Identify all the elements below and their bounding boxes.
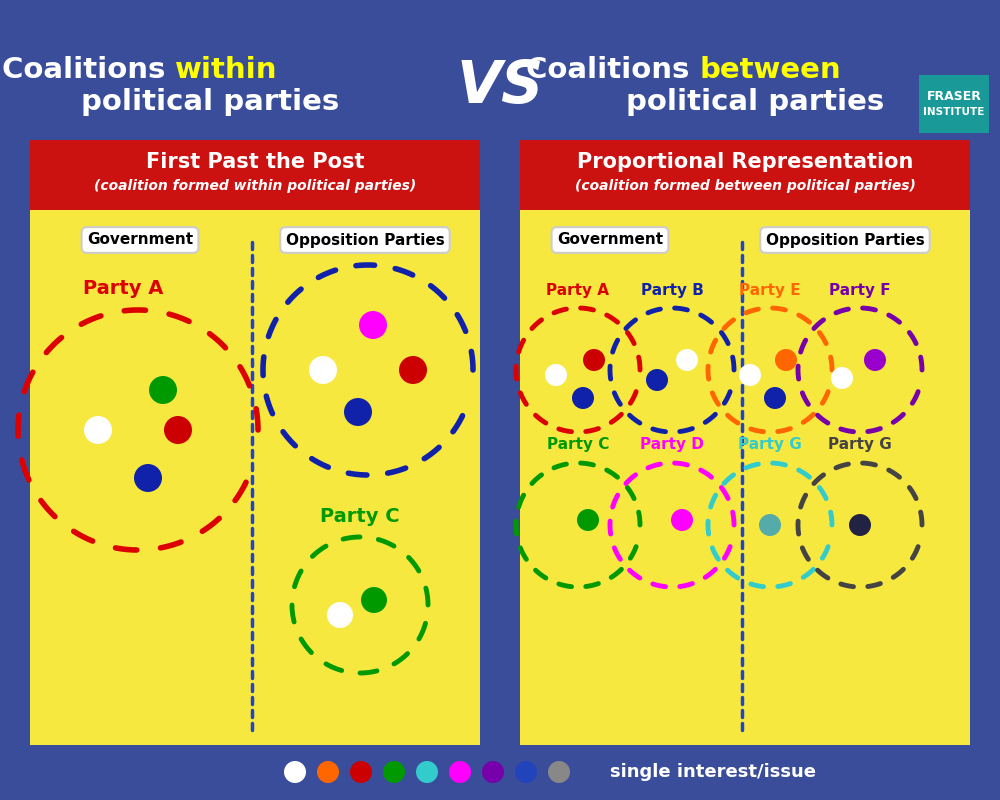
Text: Party D: Party D <box>640 438 704 453</box>
Text: Party E: Party E <box>739 282 801 298</box>
Circle shape <box>327 602 353 628</box>
Circle shape <box>572 387 594 409</box>
FancyBboxPatch shape <box>919 75 989 133</box>
Text: (coalition formed within political parties): (coalition formed within political parti… <box>94 179 416 193</box>
Text: Party A: Party A <box>83 278 163 298</box>
Circle shape <box>149 376 177 404</box>
Circle shape <box>864 349 886 371</box>
Text: between: between <box>700 56 842 84</box>
Circle shape <box>545 364 567 386</box>
Text: VS: VS <box>456 58 544 114</box>
Text: Party A: Party A <box>546 282 610 298</box>
Circle shape <box>577 509 599 531</box>
Circle shape <box>671 509 693 531</box>
Text: Party G: Party G <box>828 438 892 453</box>
Circle shape <box>759 514 781 536</box>
Text: FRASER: FRASER <box>927 90 981 102</box>
Circle shape <box>284 761 306 783</box>
Circle shape <box>359 311 387 339</box>
Text: political parties: political parties <box>626 88 884 116</box>
Circle shape <box>849 514 871 536</box>
Circle shape <box>361 587 387 613</box>
Circle shape <box>344 398 372 426</box>
Circle shape <box>831 367 853 389</box>
FancyBboxPatch shape <box>520 140 970 210</box>
FancyBboxPatch shape <box>30 210 480 745</box>
Circle shape <box>583 349 605 371</box>
Circle shape <box>309 356 337 384</box>
Text: Coalitions: Coalitions <box>2 56 175 84</box>
Text: Government: Government <box>87 233 193 247</box>
Circle shape <box>739 364 761 386</box>
Text: Proportional Representation: Proportional Representation <box>577 152 913 172</box>
Circle shape <box>775 349 797 371</box>
Text: Party G: Party G <box>738 438 802 453</box>
Circle shape <box>84 416 112 444</box>
Text: (coalition formed between political parties): (coalition formed between political part… <box>575 179 915 193</box>
Text: Opposition Parties: Opposition Parties <box>766 233 924 247</box>
Circle shape <box>399 356 427 384</box>
Text: Opposition Parties: Opposition Parties <box>286 233 444 247</box>
Text: Government: Government <box>557 233 663 247</box>
Circle shape <box>764 387 786 409</box>
Circle shape <box>383 761 405 783</box>
Text: political parties: political parties <box>81 88 339 116</box>
Circle shape <box>646 369 668 391</box>
FancyBboxPatch shape <box>520 210 970 745</box>
Text: Party B: Party B <box>641 282 703 298</box>
Circle shape <box>676 349 698 371</box>
FancyBboxPatch shape <box>30 140 480 210</box>
Circle shape <box>482 761 504 783</box>
Text: First Past the Post: First Past the Post <box>146 152 364 172</box>
Circle shape <box>548 761 570 783</box>
Text: within: within <box>175 56 278 84</box>
Circle shape <box>350 761 372 783</box>
Circle shape <box>317 761 339 783</box>
Circle shape <box>515 761 537 783</box>
Circle shape <box>416 761 438 783</box>
Circle shape <box>449 761 471 783</box>
Text: INSTITUTE: INSTITUTE <box>923 107 985 117</box>
Text: single interest/issue: single interest/issue <box>610 763 816 781</box>
Text: Party C: Party C <box>320 507 400 526</box>
Text: Party B: Party B <box>328 234 408 253</box>
Text: Coalitions: Coalitions <box>526 56 700 84</box>
Text: Party F: Party F <box>829 282 891 298</box>
Circle shape <box>134 464 162 492</box>
Circle shape <box>164 416 192 444</box>
Text: Party C: Party C <box>547 438 609 453</box>
